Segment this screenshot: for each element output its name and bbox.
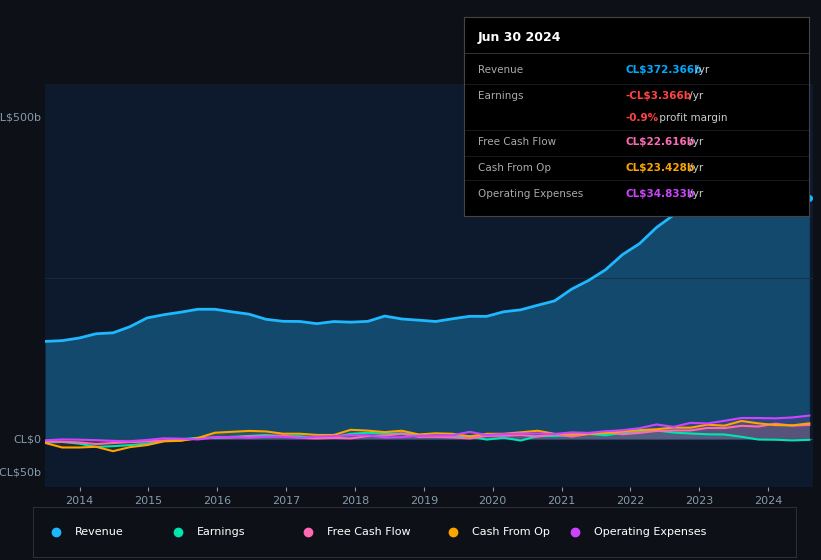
Text: Revenue: Revenue [478, 66, 523, 76]
Text: -0.9%: -0.9% [626, 113, 659, 123]
Text: /yr: /yr [686, 163, 704, 173]
Text: Revenue: Revenue [75, 527, 124, 537]
Text: Earnings: Earnings [478, 91, 523, 101]
Text: -CL$3.366b: -CL$3.366b [626, 91, 692, 101]
Text: Jun 30 2024: Jun 30 2024 [478, 31, 562, 44]
Text: /yr: /yr [686, 137, 704, 147]
Text: CL$22.616b: CL$22.616b [626, 137, 695, 147]
Text: Earnings: Earnings [197, 527, 245, 537]
Text: Operating Expenses: Operating Expenses [478, 189, 583, 199]
Text: CL$23.428b: CL$23.428b [626, 163, 695, 173]
Text: Cash From Op: Cash From Op [472, 527, 550, 537]
Text: Operating Expenses: Operating Expenses [594, 527, 706, 537]
Text: /yr: /yr [686, 189, 704, 199]
Text: /yr: /yr [692, 66, 709, 76]
Text: Free Cash Flow: Free Cash Flow [478, 137, 556, 147]
Text: Cash From Op: Cash From Op [478, 163, 551, 173]
Text: CL$34.833b: CL$34.833b [626, 189, 695, 199]
Text: Free Cash Flow: Free Cash Flow [327, 527, 410, 537]
Text: CL$372.366b: CL$372.366b [626, 66, 703, 76]
Text: profit margin: profit margin [656, 113, 727, 123]
Text: /yr: /yr [686, 91, 704, 101]
